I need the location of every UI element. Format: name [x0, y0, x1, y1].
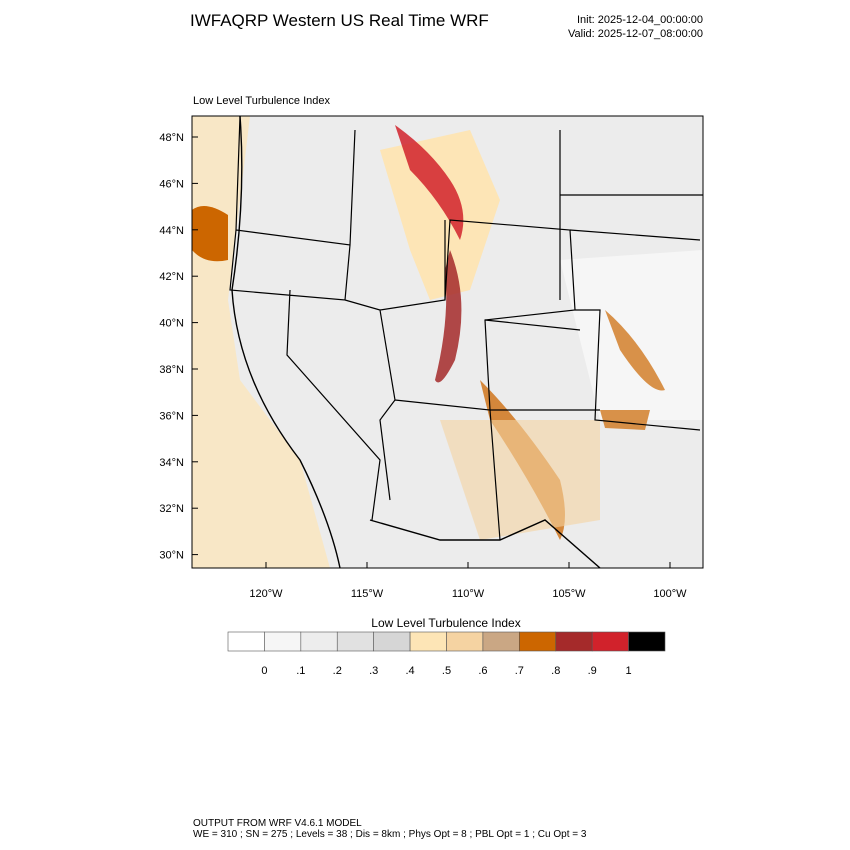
colorbar-box	[373, 631, 411, 652]
colorbar-label: .1	[296, 665, 305, 677]
map	[191, 115, 704, 569]
colorbar-box	[264, 631, 302, 652]
turbulence-band	[435, 250, 462, 383]
colorbar-box	[591, 631, 629, 652]
init-time: Init: 2025-12-04_00:00:00	[577, 14, 703, 26]
colorbar-title: Low Level Turbulence Index	[371, 616, 520, 630]
lat-label: 40°N	[159, 318, 184, 330]
lat-label: 36°N	[159, 410, 184, 422]
rockies-n	[380, 130, 500, 300]
lat-label: 42°N	[159, 271, 184, 283]
map-frame	[191, 115, 704, 569]
turbulence-band	[395, 125, 464, 240]
colorbar-label: .9	[588, 665, 597, 677]
lat-label: 46°N	[159, 178, 184, 190]
lon-label: 115°W	[351, 588, 384, 600]
colorbar-box	[227, 631, 265, 652]
colorbar-box	[555, 631, 593, 652]
colorbar-box	[519, 631, 557, 652]
title: IWFAQRP Western US Real Time WRF	[190, 11, 489, 30]
colorbar-label: .7	[515, 665, 524, 677]
colorbar-box	[446, 631, 484, 652]
lat-label: 44°N	[159, 225, 184, 237]
colorbar-label: 0	[261, 665, 267, 677]
lat-label: 30°N	[159, 550, 184, 562]
state-borders	[229, 116, 703, 568]
lon-label: 110°W	[452, 588, 485, 600]
colorbar-box	[300, 631, 338, 652]
colorbar-label: .6	[478, 665, 487, 677]
colorbar-label: .3	[369, 665, 378, 677]
lat-labels: 48°N 46°N 44°N 42°N 40°N 38°N 36°N 34°N 32°N 30°N	[159, 132, 198, 562]
southwest-field	[440, 420, 600, 540]
colorbar-label: .2	[333, 665, 342, 677]
turbulence-band	[605, 310, 665, 391]
colorbar-label: .5	[442, 665, 451, 677]
colorbar-label: 1	[626, 665, 632, 677]
footer-line: OUTPUT FROM WRF V4.6.1 MODEL	[193, 818, 362, 829]
plains	[560, 250, 703, 420]
lon-label: 120°W	[249, 588, 283, 600]
lon-labels: 120°W 115°W 110°W 105°W 100°W	[249, 562, 687, 600]
colorbar-label: .8	[551, 665, 560, 677]
lon-label: 100°W	[653, 588, 687, 600]
lat-label: 32°N	[159, 503, 184, 515]
colorbar-box	[482, 631, 520, 652]
colorbar-box	[628, 631, 666, 652]
lat-label: 34°N	[159, 457, 184, 469]
colorbar-box	[409, 631, 447, 652]
colorbar-label: .4	[405, 665, 414, 677]
lat-label: 48°N	[159, 132, 184, 144]
colorbar-box	[336, 631, 374, 652]
turbulence-band	[600, 410, 650, 430]
map-label: Low Level Turbulence Index	[193, 95, 330, 107]
footer-line: WE = 310 ; SN = 275 ; Levels = 38 ; Dis …	[193, 829, 587, 840]
ocean-patch	[192, 206, 228, 262]
lat-label: 38°N	[159, 364, 184, 376]
lon-label: 105°W	[552, 588, 586, 600]
valid-time: Valid: 2025-12-07_08:00:00	[568, 28, 703, 40]
colorbar: 0 .1 .2 .3 .4 .5 .6 .7 .8 .9 1	[227, 631, 666, 677]
